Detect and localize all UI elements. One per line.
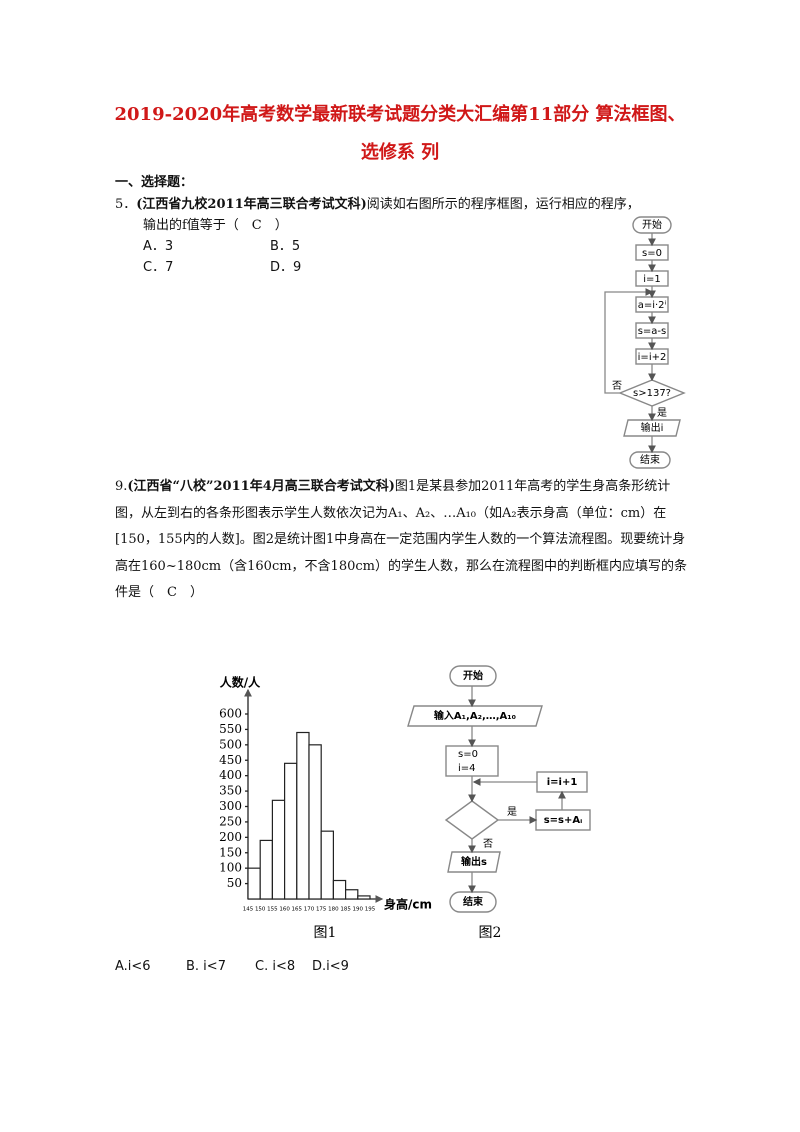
figure-caption: 图2 [479, 925, 502, 941]
option: D．9 [270, 260, 302, 275]
y-tick-label: 400 [219, 768, 242, 782]
bar [247, 867, 261, 900]
x-tick-label: 195 [365, 907, 376, 913]
y-axis-label: 人数/人 [220, 675, 261, 690]
x-tick-label: 165 [292, 907, 303, 913]
q-source: (江西省九校2011年高三联合考试文科) [136, 197, 367, 212]
node-label: i=i+1 [547, 777, 578, 788]
y-tick-label: 450 [219, 753, 242, 767]
option: A.i<6 [115, 959, 151, 974]
q-number: 9. [115, 479, 128, 494]
option: D.i<9 [312, 959, 349, 974]
flowchart-2: 开始 输入A₁,A₂,…,A₁₀ s=0 i=4 i=i+1 s=s+Aᵢ 输出… [407, 665, 591, 941]
y-tick-label: 150 [219, 845, 242, 859]
q-stem: 阅读如右图所示的程序框图，运行相应的程序， [366, 197, 640, 212]
node-label: 输出i [641, 421, 664, 434]
node-label: s=a-s [638, 326, 667, 337]
y-tick-label: 550 [219, 722, 242, 736]
section-heading: 一、选择题： [115, 175, 194, 190]
y-tick-label: 50 [227, 876, 242, 890]
node-label: i=1 [643, 274, 661, 285]
node-label: s>137? [633, 388, 671, 399]
node-label: 结束 [640, 453, 660, 466]
option: B. i<7 [186, 959, 226, 974]
histogram: 人数/人 身高/cm 图1 50100150200250300350400450… [219, 675, 432, 942]
figure-caption: 图1 [314, 925, 337, 941]
node-label: 结束 [463, 895, 484, 908]
x-tick-label: 170 [304, 907, 315, 913]
branch-label: 是 [657, 407, 667, 419]
bar [271, 799, 286, 900]
question-5: 5．(江西省九校2011年高三联合考试文科)阅读如右图所示的程序框图，运行相应的… [115, 192, 675, 218]
bar [320, 830, 335, 900]
node-label: s=0 [642, 248, 662, 259]
x-tick-label: 180 [328, 907, 339, 913]
y-tick-label: 200 [219, 830, 242, 844]
node-label: 开始 [463, 669, 483, 682]
node-label: a=i·2ⁱ [638, 300, 667, 311]
node-label: 输出s [461, 855, 487, 868]
node-label: 开始 [642, 218, 662, 231]
y-tick-label: 250 [219, 814, 242, 828]
q-stem: 图1是某县参加2011年高考的学生身高条形统计图，从左到右的各条形图表示学生人数… [115, 479, 687, 600]
branch-label: 否 [612, 380, 622, 392]
q-source: (江西省“八校”2011年4月高三联合考试文科) [127, 479, 395, 494]
q-number: 5． [115, 197, 137, 212]
y-tick-label: 600 [219, 707, 242, 721]
question-9: 9.(江西省“八校”2011年4月高三联合考试文科)图1是某县参加2011年高考… [115, 474, 695, 607]
x-axis-label: 身高/cm [384, 897, 432, 912]
x-tick-label: 155 [267, 907, 278, 913]
x-tick-label: 160 [279, 907, 290, 913]
branch-label: 是 [507, 806, 517, 818]
option: A．3 [143, 239, 174, 254]
node-label: s=0 [458, 749, 478, 760]
bar [296, 731, 310, 900]
y-tick-label: 500 [219, 737, 242, 751]
bar [357, 895, 371, 900]
node-label: i=i+2 [638, 352, 667, 363]
node-label: s=s+Aᵢ [544, 815, 583, 826]
x-tick-label: 145 [243, 907, 254, 913]
node-label: 输入A₁,A₂,…,A₁₀ [434, 709, 516, 722]
flowchart-1: 开始 s=0 i=1 a=i·2ⁱ s=a-s i=i+2 s>137? 输出i… [604, 216, 686, 469]
option: C．7 [143, 260, 174, 275]
bar [345, 889, 359, 900]
node-label: i=4 [458, 763, 476, 774]
bar [284, 762, 298, 900]
bar [308, 744, 322, 900]
doc-title: 2019-2020年高考数学最新联考试题分类大汇编第11部分 算法框图、选修系 … [114, 104, 686, 163]
x-tick-label: 175 [316, 907, 327, 913]
x-tick-label: 190 [353, 907, 364, 913]
x-tick-label: 185 [340, 907, 351, 913]
branch-label: 否 [483, 838, 493, 850]
x-tick-label: 150 [255, 907, 266, 913]
y-tick-label: 350 [219, 784, 242, 798]
y-tick-label: 100 [219, 861, 242, 875]
bar [259, 839, 274, 900]
bar [332, 879, 347, 900]
option: B．5 [270, 239, 301, 254]
q-stem: 输出的f值等于（ C ） [143, 218, 288, 233]
y-tick-label: 300 [219, 799, 242, 813]
option: C. i<8 [255, 959, 296, 974]
